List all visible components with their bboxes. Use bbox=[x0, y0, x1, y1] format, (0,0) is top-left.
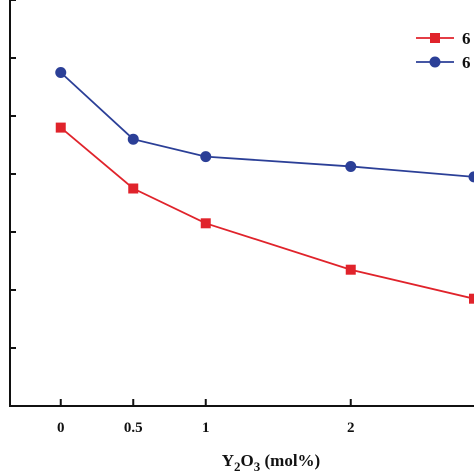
legend: 66 bbox=[416, 29, 471, 72]
series-line bbox=[60, 71, 474, 178]
data-point bbox=[468, 171, 474, 183]
x-axis-title-part: (mol%) bbox=[260, 451, 320, 470]
data-point bbox=[469, 293, 474, 304]
series-layer bbox=[55, 67, 474, 304]
x-tick-label: 2 bbox=[347, 420, 355, 436]
data-point bbox=[200, 151, 212, 163]
series-line bbox=[60, 126, 474, 300]
data-point bbox=[128, 183, 139, 194]
x-tick-label: 0.5 bbox=[124, 420, 143, 436]
data-point bbox=[200, 218, 211, 229]
series-2 bbox=[55, 67, 474, 183]
x-tick-label: 1 bbox=[202, 420, 210, 436]
x-tick-label: 0 bbox=[57, 420, 65, 436]
data-point bbox=[345, 264, 356, 275]
axes: 0 0.5 1 2 bbox=[9, 0, 474, 436]
x-axis-title-part: O bbox=[241, 451, 254, 470]
data-point bbox=[127, 133, 139, 145]
data-point bbox=[345, 160, 357, 172]
x-axis-title-subscript: 2 bbox=[234, 459, 241, 474]
x-axis-title: Y2O3 (mol%) bbox=[222, 451, 320, 474]
data-point bbox=[55, 67, 67, 78]
legend-marker bbox=[430, 33, 440, 43]
series-1 bbox=[55, 122, 474, 304]
data-point bbox=[55, 122, 66, 133]
legend-label: 6 bbox=[462, 53, 471, 72]
x-axis-title-part: Y bbox=[222, 451, 234, 470]
legend-label: 6 bbox=[462, 29, 471, 48]
x-axis-title-subscript: 3 bbox=[254, 459, 261, 474]
legend-marker bbox=[429, 56, 441, 68]
